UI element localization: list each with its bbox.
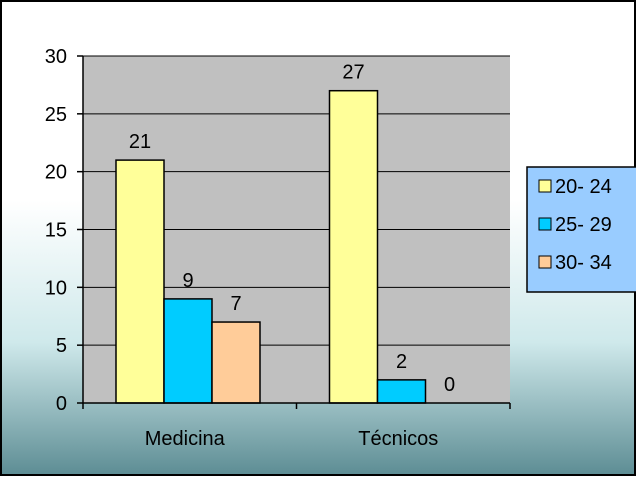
legend-label: 20- 24 <box>555 176 612 198</box>
y-tick-label: 10 <box>45 277 67 299</box>
legend-swatch <box>538 255 552 269</box>
x-tick-label: Técnicos <box>358 428 438 450</box>
bar <box>163 298 213 404</box>
bar <box>115 159 165 404</box>
legend-label: 25- 29 <box>555 214 612 236</box>
bar <box>211 321 261 404</box>
y-tick-label: 25 <box>45 104 67 126</box>
data-label: 7 <box>230 293 241 315</box>
bars <box>115 89 427 404</box>
y-tick-label: 30 <box>45 46 67 68</box>
y-tick-label: 5 <box>56 335 67 357</box>
bar <box>328 89 379 404</box>
legend-swatch <box>538 179 552 193</box>
y-tick-label: 20 <box>45 162 67 184</box>
x-tick-labels: Medicina Técnicos <box>145 428 439 450</box>
bar <box>376 379 427 404</box>
y-tick-label: 15 <box>45 220 67 242</box>
y-tick-labels: 0 5 10 15 20 25 30 <box>45 46 67 415</box>
legend-label: 30- 34 <box>555 252 612 274</box>
x-tick-label: Medicina <box>145 428 226 450</box>
data-labels: 21 9 7 27 2 0 <box>129 62 455 396</box>
legend-swatch <box>538 217 552 231</box>
data-label: 2 <box>396 351 407 373</box>
data-label: 27 <box>342 62 364 84</box>
data-label: 0 <box>444 374 455 396</box>
data-label: 21 <box>129 131 151 153</box>
axes <box>77 55 511 409</box>
data-label: 9 <box>182 270 193 292</box>
legend: 20- 24 25- 29 30- 34 <box>526 166 636 293</box>
y-tick-label: 0 <box>56 393 67 415</box>
